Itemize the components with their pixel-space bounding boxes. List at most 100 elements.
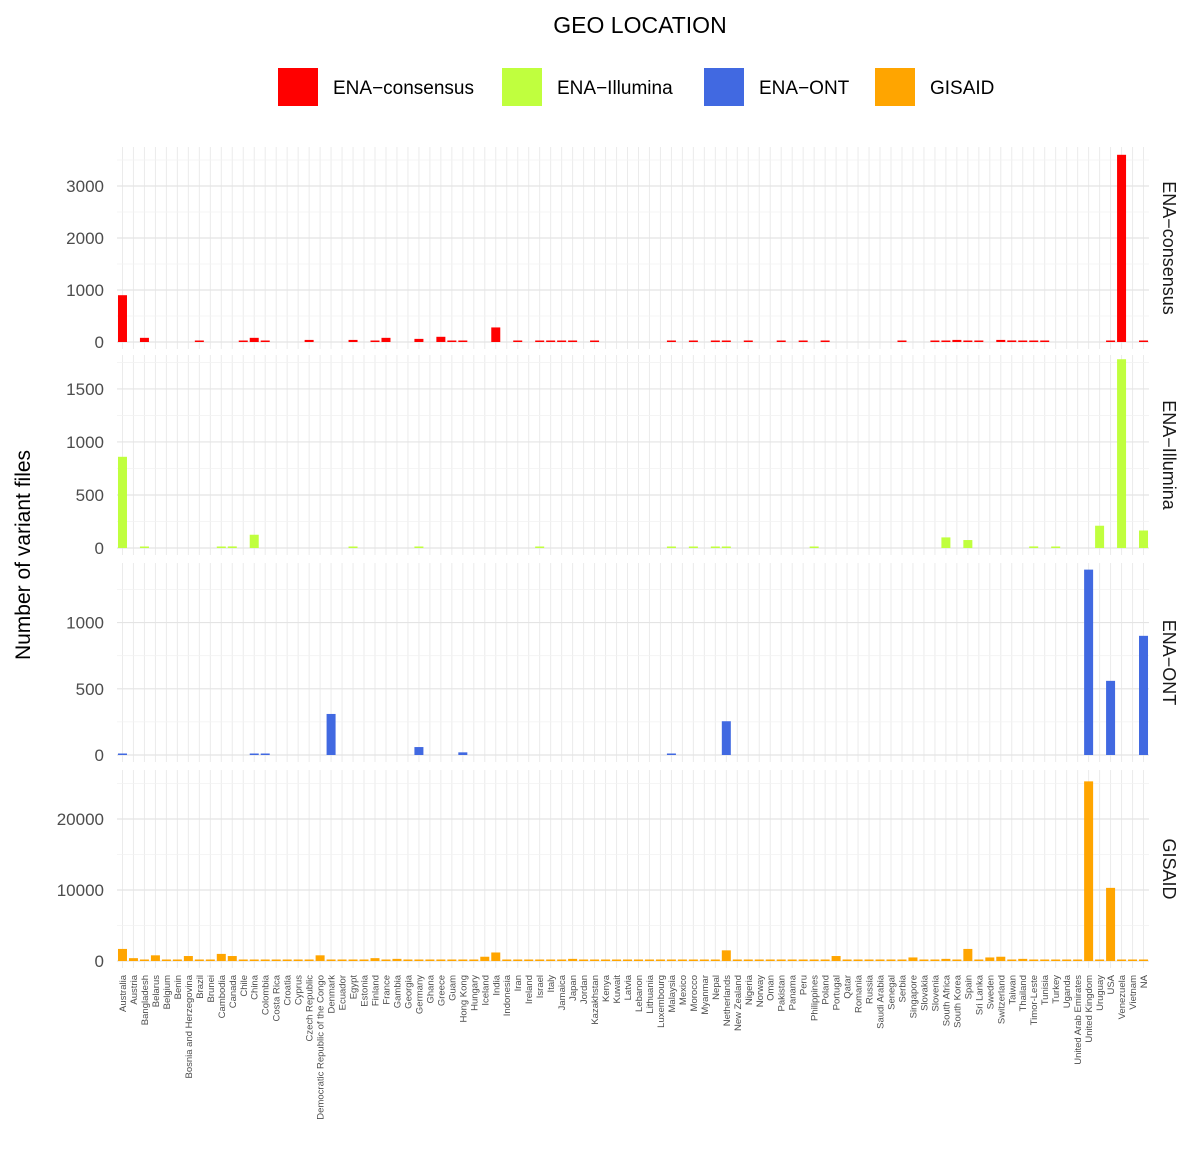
y-tick-label: 500 (76, 680, 104, 699)
bar (1139, 530, 1149, 548)
bar (842, 959, 852, 961)
bar (1106, 680, 1116, 755)
bar (963, 340, 973, 342)
facet-strip-label: ENA−ONT (1159, 620, 1179, 706)
bar (908, 957, 918, 961)
bar (260, 753, 270, 755)
bar (458, 340, 468, 342)
bar (1018, 340, 1028, 342)
x-tick-label: Iran (513, 975, 524, 991)
x-tick-label: Saudi Arabia (876, 974, 887, 1029)
bar (776, 340, 786, 342)
x-tick-label: Malaysia (667, 974, 678, 1012)
bar (710, 959, 720, 961)
bar (1051, 959, 1061, 961)
x-tick-label: Costa Rica (272, 974, 283, 1021)
x-tick-label: Kuwait (612, 975, 623, 1004)
bar (480, 956, 490, 961)
x-tick-label: Democratic Republic of the Congo (316, 975, 327, 1120)
x-tick-label: Portugal (832, 975, 843, 1010)
bar (238, 959, 248, 961)
bar (612, 959, 622, 961)
bar (743, 959, 753, 961)
bar (1139, 959, 1149, 961)
x-tick-label: Czech Republic (305, 975, 316, 1042)
bar (677, 959, 687, 961)
bar (754, 959, 764, 961)
bar (249, 337, 259, 342)
x-tick-label: France (381, 975, 392, 1005)
x-tick-label: Ghana (425, 974, 436, 1003)
bar (238, 340, 248, 342)
bar (864, 959, 874, 961)
x-tick-label: Switzerland (996, 975, 1007, 1024)
x-tick-label: Turkey (1051, 975, 1062, 1004)
x-tick-label: Mexico (678, 975, 689, 1005)
x-tick-label: Peru (799, 975, 810, 995)
bar (568, 958, 578, 961)
bar (227, 546, 237, 548)
bar (601, 959, 611, 961)
legend-swatch (704, 68, 744, 106)
bar (491, 327, 501, 342)
bar (732, 959, 742, 961)
x-tick-label: Japan (568, 975, 579, 1001)
bar (897, 340, 907, 342)
bar (117, 753, 127, 755)
legend-swatch (502, 68, 542, 106)
bar (688, 546, 698, 548)
bar (952, 959, 962, 961)
x-tick-label: Romania (854, 974, 865, 1013)
x-tick-label: Israel (535, 975, 546, 998)
bar (579, 959, 589, 961)
bar (414, 959, 424, 961)
y-tick-label: 0 (95, 746, 104, 765)
bar (293, 959, 303, 961)
bar (546, 340, 556, 342)
bar (194, 340, 204, 342)
bar (974, 959, 984, 961)
bar (535, 959, 545, 961)
x-tick-label: Slovenia (930, 974, 941, 1011)
bar (666, 340, 676, 342)
chart-title: GEO LOCATION (553, 12, 726, 38)
x-tick-label: Oman (766, 975, 777, 1001)
bar (1029, 340, 1039, 342)
bar (1117, 359, 1127, 548)
legend-swatch (875, 68, 915, 106)
x-tick-label: Belgium (162, 975, 173, 1009)
bar (304, 339, 314, 342)
x-tick-label: Norway (755, 975, 766, 1007)
bar (721, 721, 731, 755)
bar (1040, 340, 1050, 342)
x-tick-label: Uganda (1062, 974, 1073, 1008)
x-tick-label: South Africa (941, 974, 952, 1026)
bar (370, 340, 380, 342)
bar (985, 957, 995, 961)
bar (524, 959, 534, 961)
bar (1018, 958, 1028, 961)
x-tick-label: Kazakhstan (590, 975, 601, 1025)
y-tick-label: 1000 (66, 433, 104, 452)
bar (183, 956, 193, 961)
bar (1007, 340, 1017, 342)
bar (370, 958, 380, 961)
facet-strip-label: ENA−Illumina (1159, 400, 1179, 511)
x-tick-label: Luxembourg (656, 975, 667, 1028)
x-tick-label: Sri Lanka (974, 974, 985, 1015)
bar (666, 753, 676, 755)
bar (1139, 635, 1149, 755)
bar (787, 959, 797, 961)
bar (941, 340, 951, 342)
bar (996, 956, 1006, 961)
bar (721, 546, 731, 548)
bar (535, 340, 545, 342)
x-tick-label: Canada (228, 974, 239, 1008)
bar (688, 340, 698, 342)
bar (952, 339, 962, 342)
bar (721, 950, 731, 961)
bar (557, 340, 567, 342)
bar (139, 337, 149, 342)
bar (150, 955, 160, 961)
bar (590, 959, 600, 961)
